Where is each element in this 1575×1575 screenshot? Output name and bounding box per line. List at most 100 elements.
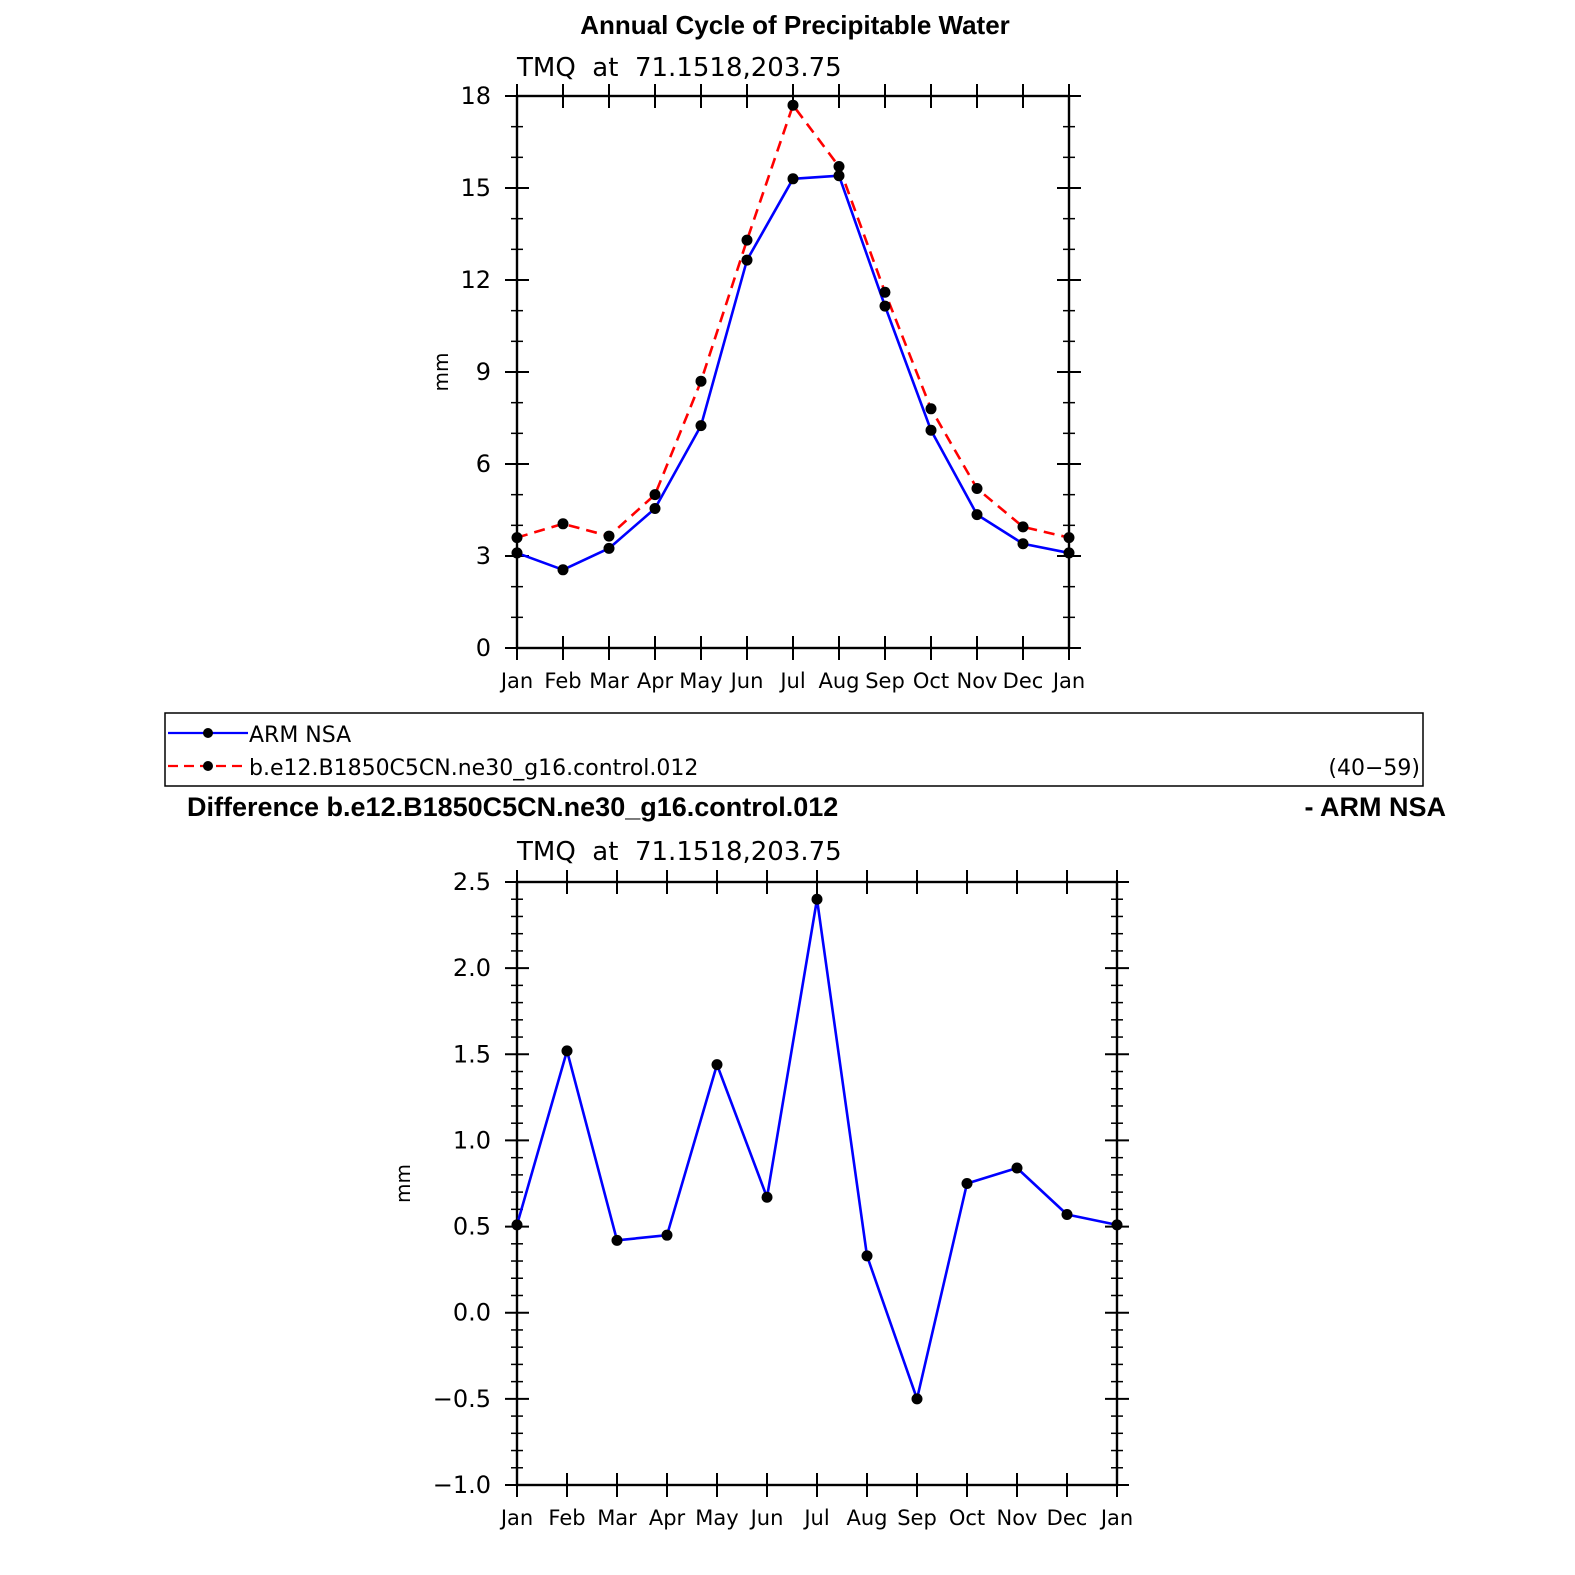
y-tick-label: 1.5 — [453, 1040, 491, 1068]
legend-marker-arm — [203, 728, 213, 738]
y-tick-label: 18 — [460, 82, 491, 110]
y-tick-label: −0.5 — [433, 1385, 491, 1413]
data-point — [649, 502, 661, 514]
x-tick-label: Apr — [637, 669, 674, 693]
data-point — [1061, 1209, 1073, 1221]
legend-label-arm: ARM NSA — [249, 723, 351, 748]
diff-title-suffix: - ARM NSA — [1305, 792, 1447, 822]
y-axis-label: mm — [391, 1164, 415, 1203]
x-tick-label: Oct — [913, 669, 949, 693]
data-point — [695, 375, 707, 387]
x-tick-label: Jan — [499, 669, 533, 693]
data-point — [879, 286, 891, 298]
legend: ARM NSA b.e12.B1850C5CN.ne30_g16.control… — [164, 712, 1424, 787]
data-point — [971, 483, 983, 495]
y-tick-label: 12 — [460, 266, 491, 294]
diff-title: Difference b.e12.B1850C5CN.ne30_g16.cont… — [187, 792, 838, 822]
series-line — [515, 897, 1118, 1401]
plot-subtitle: TMQ at 71.1518,203.75 — [516, 53, 842, 83]
x-tick-label: Dec — [1047, 1506, 1088, 1530]
data-point — [603, 530, 615, 542]
data-point — [741, 234, 753, 246]
x-tick-label: Jan — [1051, 669, 1085, 693]
data-point — [511, 532, 523, 544]
x-tick-label: Jan — [499, 1506, 533, 1530]
data-point — [911, 1393, 923, 1405]
y-tick-label: 3 — [476, 542, 491, 570]
data-point — [833, 170, 845, 182]
x-tick-label: Dec — [1003, 669, 1044, 693]
y-tick-label: 6 — [476, 450, 491, 478]
x-tick-label: Jul — [802, 1506, 829, 1530]
y-tick-label: −1.0 — [433, 1471, 491, 1499]
data-point — [787, 99, 799, 111]
plot-frame — [515, 880, 1119, 1487]
data-point — [861, 1250, 873, 1262]
x-tick-label: Apr — [649, 1506, 686, 1530]
data-point — [603, 542, 615, 554]
x-tick-label: Nov — [957, 669, 998, 693]
legend-label-model: b.e12.B1850C5CN.ne30_g16.control.012 — [249, 756, 698, 781]
x-tick-label: Jan — [1099, 1506, 1133, 1530]
x-tick-label: Aug — [818, 669, 859, 693]
data-point — [1017, 538, 1029, 550]
top-chart: TMQ at 71.1518,203.75 mm 0 3 6 9 12 15 18 Jan Feb M… — [429, 53, 1085, 693]
y-tick-label: 15 — [460, 174, 491, 202]
series-line — [516, 174, 1070, 572]
data-point — [557, 564, 569, 576]
y-tick-label: 0.0 — [453, 1299, 491, 1327]
data-point — [511, 1219, 523, 1231]
legend-box — [164, 712, 1424, 787]
x-tick-label: Aug — [846, 1506, 887, 1530]
x-tick-label: Sep — [897, 1506, 937, 1530]
data-point — [611, 1234, 623, 1246]
x-tick-label: May — [679, 669, 722, 693]
x-tick-label: May — [695, 1506, 738, 1530]
data-point — [711, 1059, 723, 1071]
data-point — [811, 893, 823, 905]
x-tick-label: Sep — [865, 669, 905, 693]
data-point — [1017, 521, 1029, 533]
x-tick-label: Jul — [778, 669, 805, 693]
data-point — [561, 1045, 573, 1057]
y-tick-label: 0.5 — [453, 1213, 491, 1241]
data-point — [661, 1229, 673, 1241]
difference-chart: TMQ at 71.1518,203.75 mm −1.0 −0.5 0.0 0.5 1.0… — [391, 837, 1133, 1530]
data-point — [1063, 532, 1075, 544]
data-point — [649, 489, 661, 501]
y-tick-label: 0 — [476, 634, 491, 662]
data-point — [971, 509, 983, 521]
data-point — [695, 420, 707, 432]
data-point — [925, 424, 937, 436]
data-point — [787, 173, 799, 185]
x-tick-label: Jun — [729, 669, 764, 693]
x-tick-label: Feb — [544, 669, 581, 693]
x-tick-label: Mar — [589, 669, 629, 693]
y-axis-label: mm — [429, 353, 453, 392]
data-point — [741, 254, 753, 266]
data-point — [961, 1178, 973, 1189]
data-point — [833, 161, 845, 173]
data-point — [761, 1191, 773, 1203]
data-point — [925, 403, 937, 415]
main-title: Annual Cycle of Precipitable Water — [580, 10, 1010, 40]
data-point — [1063, 547, 1075, 559]
data-point — [1111, 1219, 1123, 1231]
x-tick-label: Jun — [749, 1506, 784, 1530]
data-point — [879, 300, 891, 312]
y-tick-label: 1.0 — [453, 1126, 491, 1154]
y-tick-label: 2.5 — [453, 868, 491, 896]
legend-marker-model — [203, 761, 213, 771]
x-tick-label: Nov — [997, 1506, 1038, 1530]
x-tick-label: Mar — [597, 1506, 637, 1530]
legend-period: (40−59) — [1328, 756, 1420, 781]
x-tick-label: Feb — [548, 1506, 585, 1530]
data-point — [1011, 1162, 1023, 1174]
plot-subtitle: TMQ at 71.1518,203.75 — [516, 837, 842, 867]
y-tick-label: 2.0 — [453, 954, 491, 982]
data-point — [511, 547, 523, 559]
data-point — [557, 518, 569, 530]
series-line — [516, 103, 1070, 539]
x-tick-label: Oct — [949, 1506, 985, 1530]
